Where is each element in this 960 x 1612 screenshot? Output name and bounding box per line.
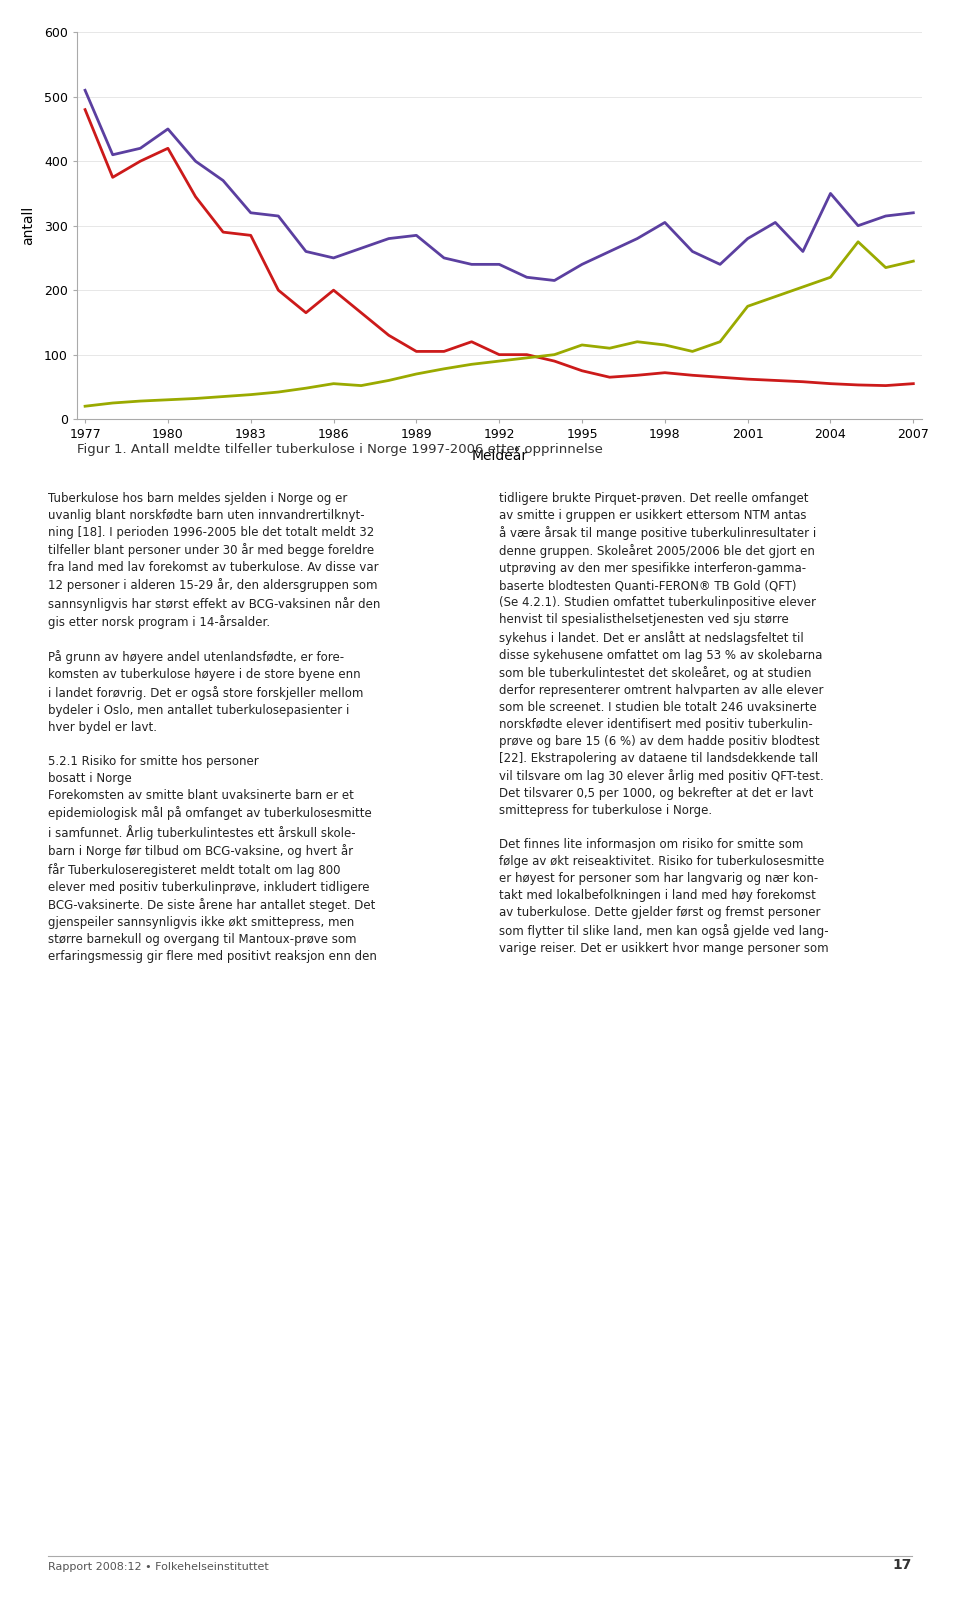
X-axis label: Meldeår: Meldeår — [471, 450, 527, 464]
Text: Rapport 2008:12 • Folkehelseinstituttet: Rapport 2008:12 • Folkehelseinstituttet — [48, 1562, 269, 1572]
Text: tidligere brukte Pirquet-prøven. Det reelle omfanget
av smitte i gruppen er usik: tidligere brukte Pirquet-prøven. Det ree… — [499, 492, 828, 954]
Text: 17: 17 — [893, 1557, 912, 1572]
Y-axis label: antall: antall — [21, 206, 36, 245]
Text: Figur 1. Antall meldte tilfeller tuberkulose i Norge 1997-2006 etter opprinnelse: Figur 1. Antall meldte tilfeller tuberku… — [77, 443, 603, 456]
Text: Tuberkulose hos barn meldes sjelden i Norge og er
uvanlig blant norskfødte barn : Tuberkulose hos barn meldes sjelden i No… — [48, 492, 380, 962]
